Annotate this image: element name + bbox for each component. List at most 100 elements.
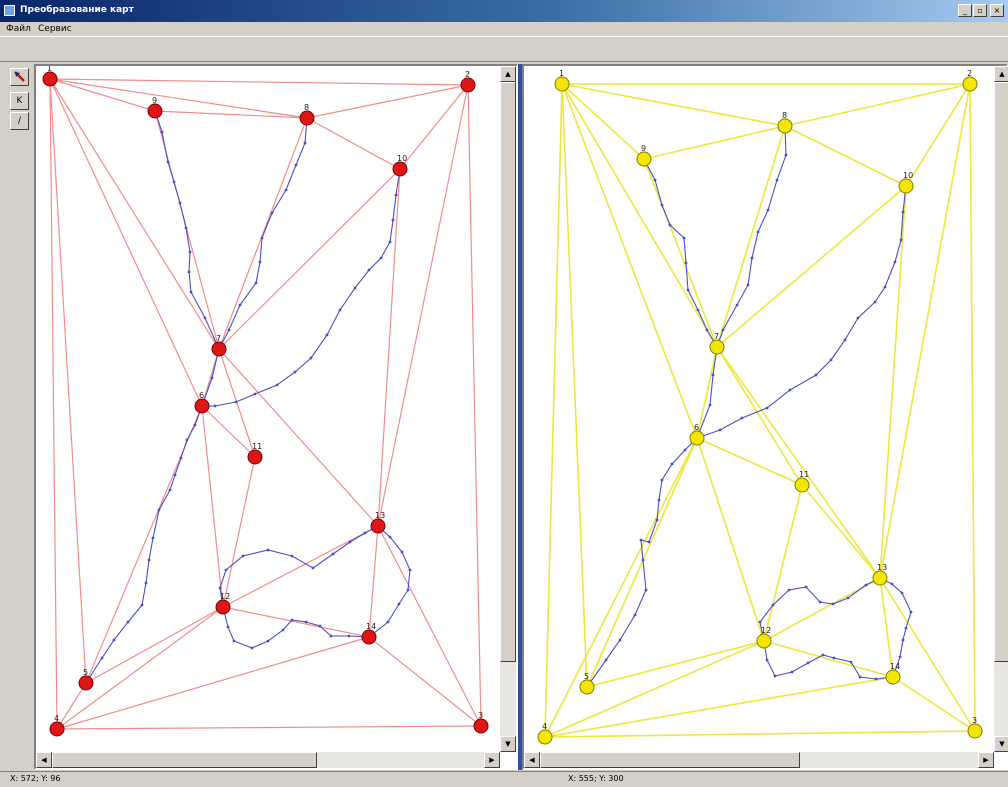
edge-10-7[interactable] (218, 168, 401, 350)
route-vertex[interactable] (193, 423, 197, 427)
route-vertex[interactable] (290, 618, 294, 622)
route-vertex[interactable] (893, 260, 897, 264)
map-node-13[interactable] (872, 570, 888, 586)
route-vertex[interactable] (266, 639, 270, 643)
route-path-1[interactable] (696, 125, 787, 439)
edge-6-4[interactable] (544, 437, 698, 738)
right-horizontal-scrollbar[interactable]: ◀ ▶ (524, 752, 994, 768)
route-vertex[interactable] (686, 288, 690, 292)
route-vertex[interactable] (353, 286, 357, 290)
edge-12-4[interactable] (56, 606, 224, 730)
route-vertex[interactable] (160, 130, 164, 134)
edge-2-3[interactable] (467, 84, 482, 727)
edge-14-3[interactable] (892, 676, 976, 732)
route-vertex[interactable] (818, 600, 822, 604)
route-vertex[interactable] (331, 552, 335, 556)
route-path-1[interactable] (201, 117, 308, 407)
route-vertex[interactable] (618, 638, 622, 642)
route-vertex[interactable] (293, 370, 297, 374)
edge-5-4[interactable] (56, 682, 87, 730)
route-vertex[interactable] (270, 211, 274, 215)
scroll-right-icon[interactable]: ▶ (484, 752, 500, 768)
route-vertex[interactable] (185, 438, 189, 442)
scroll-down-icon[interactable]: ▼ (500, 736, 516, 752)
route-vertex[interactable] (210, 376, 214, 380)
route-vertex[interactable] (639, 538, 643, 542)
route-vertex[interactable] (126, 620, 130, 624)
route-vertex[interactable] (275, 383, 279, 387)
map-node-1[interactable] (554, 76, 570, 92)
route-vertex[interactable] (311, 566, 315, 570)
map-node-12[interactable] (215, 599, 231, 615)
route-vertex[interactable] (718, 428, 722, 432)
route-vertex[interactable] (173, 473, 177, 477)
route-path-0[interactable] (643, 158, 718, 348)
edge-1-2[interactable] (49, 78, 469, 86)
edge-1-6[interactable] (561, 83, 698, 439)
edge-10-13[interactable] (879, 185, 907, 579)
route-vertex[interactable] (899, 238, 903, 242)
route-vertex[interactable] (647, 540, 651, 544)
route-vertex[interactable] (238, 303, 242, 307)
route-vertex[interactable] (391, 218, 395, 222)
edge-11-13[interactable] (801, 484, 881, 579)
menu-file[interactable]: Файл (6, 24, 31, 34)
route-vertex[interactable] (379, 256, 383, 260)
edge-8-7[interactable] (218, 117, 308, 350)
map-node-1[interactable] (42, 71, 58, 87)
edge-4-3[interactable] (544, 730, 976, 738)
route-vertex[interactable] (890, 582, 894, 586)
route-vertex[interactable] (683, 448, 687, 452)
edge-8-10[interactable] (784, 125, 907, 187)
route-vertex[interactable] (140, 603, 144, 607)
map-node-4[interactable] (49, 721, 65, 737)
route-vertex[interactable] (147, 558, 151, 562)
route-vertex[interactable] (864, 583, 868, 587)
route-vertex[interactable] (394, 193, 398, 197)
scroll-thumb[interactable] (994, 82, 1008, 662)
route-vertex[interactable] (843, 338, 847, 342)
route-vertex[interactable] (773, 674, 777, 678)
route-vertex[interactable] (684, 261, 688, 265)
map-node-14[interactable] (885, 669, 901, 685)
route-vertex[interactable] (397, 602, 401, 606)
route-vertex[interactable] (406, 588, 410, 592)
route-vertex[interactable] (644, 588, 648, 592)
route-vertex[interactable] (900, 591, 904, 595)
route-vertex[interactable] (304, 620, 308, 624)
route-vertex[interactable] (750, 256, 754, 260)
map-node-9[interactable] (147, 103, 163, 119)
route-vertex[interactable] (157, 508, 161, 512)
route-vertex[interactable] (784, 153, 788, 157)
route-vertex[interactable] (188, 250, 192, 254)
left-horizontal-scrollbar[interactable]: ◀ ▶ (36, 752, 500, 768)
edge-13-14[interactable] (368, 525, 379, 638)
route-vertex[interactable] (227, 328, 231, 332)
route-vertex[interactable] (771, 603, 775, 607)
route-vertex[interactable] (347, 634, 351, 638)
route-vertex[interactable] (682, 236, 686, 240)
route-vertex[interactable] (604, 658, 608, 662)
edge-14-3[interactable] (368, 636, 482, 727)
route-vertex[interactable] (904, 626, 908, 630)
edge-14-4[interactable] (544, 676, 894, 738)
map-node-7[interactable] (211, 341, 227, 357)
edge-2-3[interactable] (969, 83, 976, 732)
map-node-9[interactable] (636, 151, 652, 167)
scroll-thumb[interactable] (540, 752, 800, 768)
route-vertex[interactable] (144, 581, 148, 585)
edge-7-6[interactable] (696, 346, 718, 439)
route-vertex[interactable] (735, 303, 739, 307)
edge-11-12[interactable] (222, 456, 256, 608)
maximize-button[interactable]: ▫ (973, 4, 987, 17)
route-vertex[interactable] (388, 240, 392, 244)
edge-7-11[interactable] (716, 346, 803, 486)
route-vertex[interactable] (318, 624, 322, 628)
scroll-left-icon[interactable]: ◀ (524, 752, 540, 768)
map-node-3[interactable] (967, 723, 983, 739)
route-vertex[interactable] (172, 180, 176, 184)
route-vertex[interactable] (203, 316, 207, 320)
left-vertical-scrollbar[interactable]: ▲ ▼ (500, 66, 516, 752)
route-vertex[interactable] (668, 223, 672, 227)
right-vertical-scrollbar[interactable]: ▲ ▼ (994, 66, 1008, 752)
